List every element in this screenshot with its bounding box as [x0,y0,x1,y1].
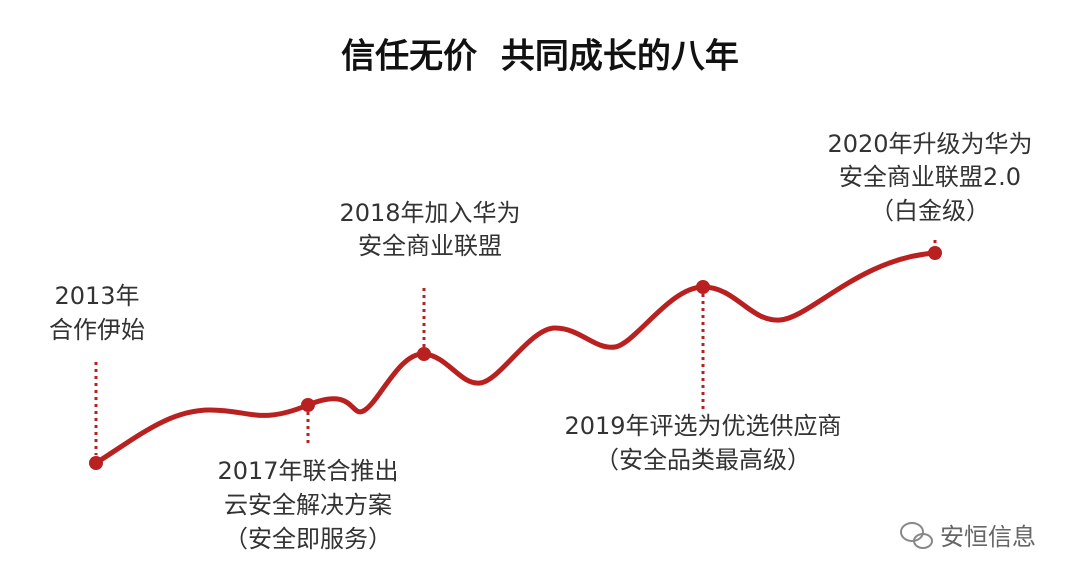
milestone-label: 2013年 [54,282,139,310]
milestone-label: 2017年联合推出 [217,457,398,485]
milestone-dot [301,398,315,412]
milestone-label: 安全商业联盟 [358,232,502,260]
milestone-label: 云安全解决方案 [224,491,392,519]
milestone-label: 2019年评选为优选供应商 [564,412,841,440]
milestone-label: （白金级） [870,197,990,225]
milestone-dot [928,246,942,260]
milestone-label: 2020年升级为华为 [827,130,1032,158]
milestone-label: 2018年加入华为 [339,199,520,227]
title: 信任无价 共同成长的八年 [341,37,739,77]
milestone-label: （安全品类最高级） [595,446,811,474]
milestone-label: 安全商业联盟2.0 [839,163,1021,191]
milestone-label: （安全即服务） [224,525,392,553]
milestone-label: 合作伊始 [49,316,145,344]
watermark: 安恒信息 [940,523,1036,551]
wechat-icon [900,522,933,549]
milestone-dot [89,456,103,470]
growth-curve [93,250,938,466]
milestone-dot [696,280,710,294]
milestone-dot [417,347,431,361]
